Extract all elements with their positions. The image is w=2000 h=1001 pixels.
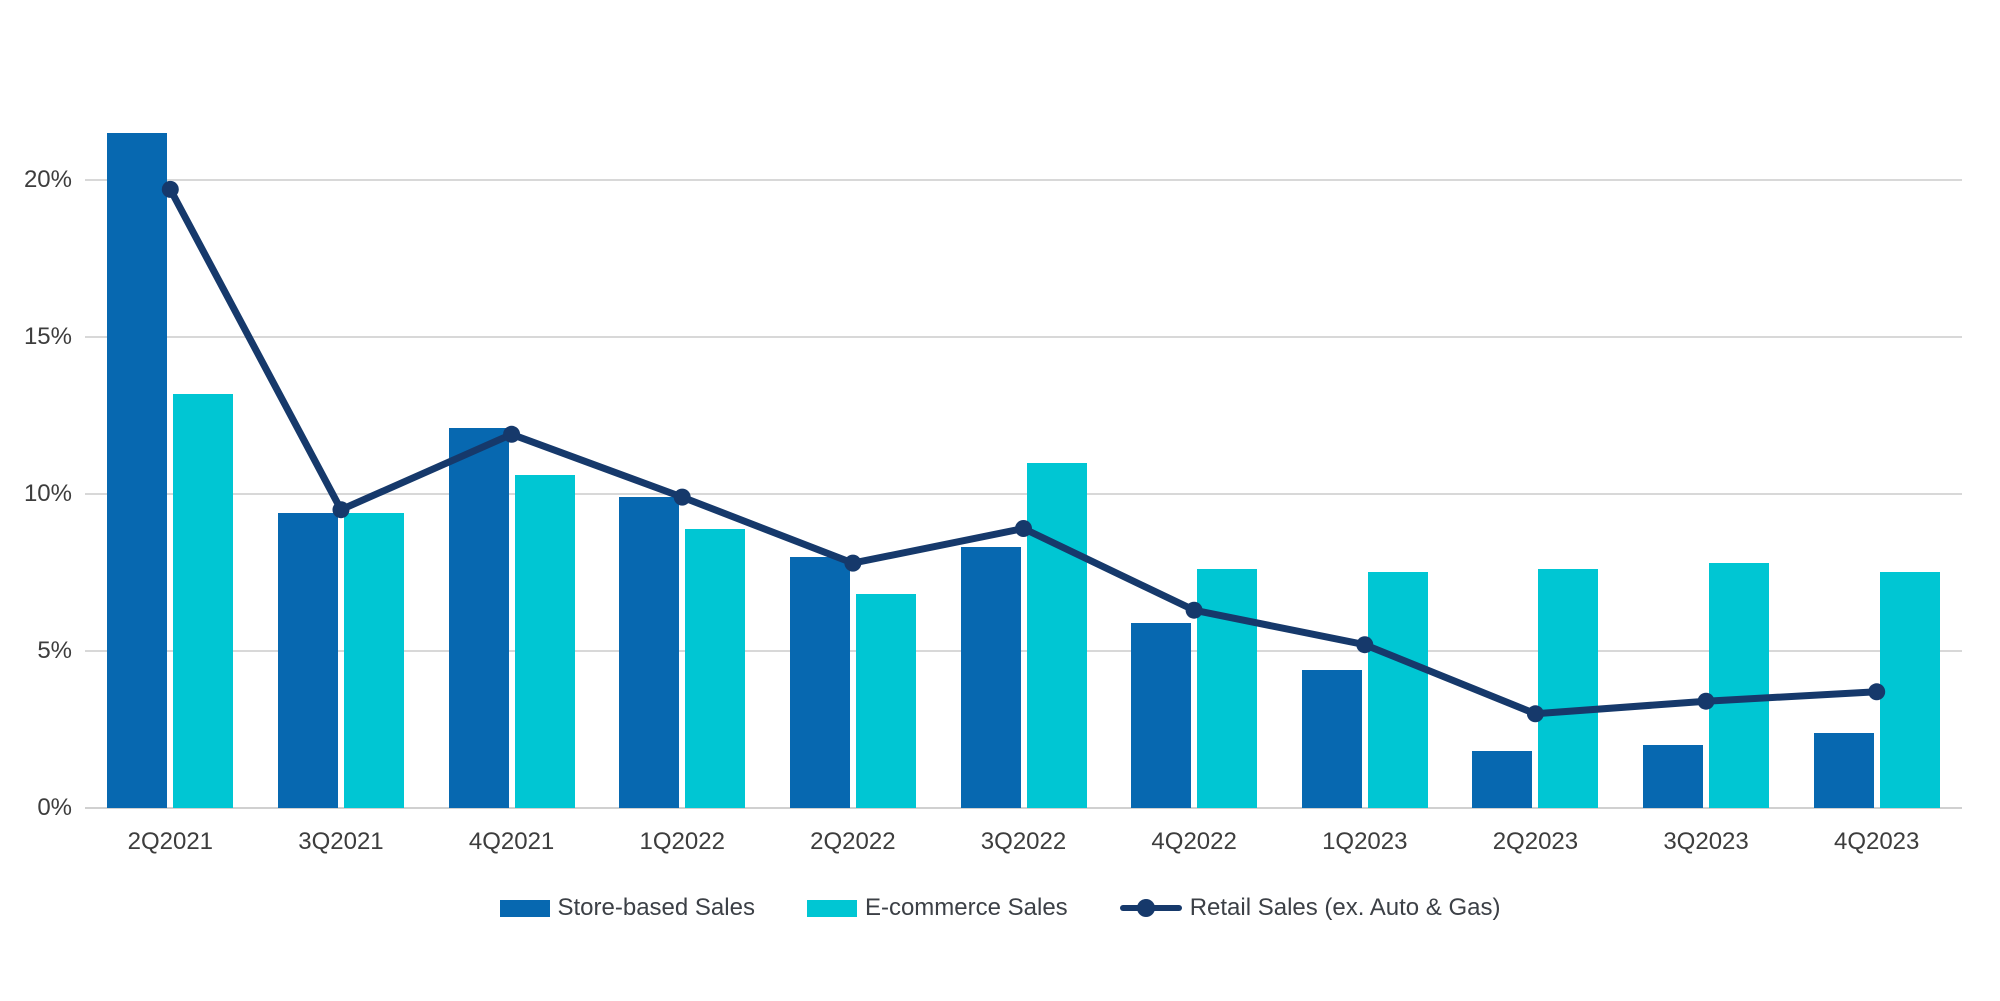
legend-label-ecommerce-sales: E-commerce Sales	[864, 894, 1068, 921]
x-axis-tick-label-4Q2023: 4Q2023	[1833, 828, 1920, 855]
retail-sales-line-dot-icon	[1136, 899, 1155, 917]
retail-sales-point-1Q2023	[1356, 636, 1374, 654]
ecommerce-sales-bar-3Q2023	[1709, 563, 1769, 808]
x-axis-tick-label-1Q2023: 1Q2023	[1322, 828, 1408, 855]
x-axis-tick-label-3Q2022: 3Q2022	[980, 828, 1067, 855]
ecommerce-sales-bar-2Q2023	[1538, 569, 1598, 808]
retail-sales-line-series	[161, 180, 1886, 723]
ecommerce-sales-bar-2Q2021	[173, 394, 233, 808]
y-axis-tick-label: 5%	[37, 637, 72, 664]
ecommerce-sales-bar-3Q2022	[1027, 463, 1087, 808]
retail-sales-point-2Q2021	[161, 180, 179, 198]
y-axis-tick-label: 15%	[23, 323, 72, 350]
x-axis-tick-label-4Q2022: 4Q2022	[1151, 828, 1237, 855]
retail-sales-point-4Q2021	[503, 425, 521, 443]
retail-sales-point-3Q2022	[1015, 520, 1032, 537]
retail-sales-point-2Q2023	[1526, 705, 1544, 723]
store-based-sales-bar-1Q2022	[619, 497, 679, 808]
ecommerce-sales-bar-1Q2022	[685, 529, 745, 808]
plot-area	[85, 110, 1962, 809]
legend: Store-based Sales E-commerce Sales Retai…	[0, 894, 2000, 922]
ecommerce-sales-bar-4Q2022	[1197, 569, 1257, 808]
retail-sales-point-4Q2022	[1185, 601, 1203, 619]
gridline	[85, 650, 1962, 652]
x-axis-tick-label-2Q2023: 2Q2023	[1492, 828, 1579, 855]
x-axis-tick-label-1Q2022: 1Q2022	[639, 828, 725, 855]
ecommerce-sales-bar-4Q2023	[1880, 572, 1940, 808]
ecommerce-sales-bar-4Q2021	[515, 475, 575, 808]
ecommerce-sales-bar-2Q2022	[856, 594, 916, 808]
ecommerce-sales-bar-3Q2021	[344, 513, 404, 808]
y-axis-tick-label: 10%	[23, 480, 72, 507]
store-based-sales-bar-4Q2022	[1131, 623, 1191, 808]
retail-sales-point-2Q2022	[844, 554, 862, 572]
ecommerce-sales-swatch-icon	[806, 899, 857, 917]
store-based-sales-bar-3Q2021	[278, 513, 338, 808]
retail-sales-point-3Q2021	[332, 501, 350, 519]
store-based-sales-bar-2Q2023	[1472, 751, 1532, 808]
gridline	[85, 336, 1962, 338]
store-based-sales-bar-4Q2021	[449, 428, 509, 808]
retail-sales-line-icon	[1119, 899, 1182, 917]
store-based-sales-bar-3Q2022	[961, 547, 1021, 808]
legend-label-retail-sales: Retail Sales (ex. Auto & Gas)	[1189, 894, 1501, 921]
legend-item-store-based-sales: Store-based Sales	[499, 894, 755, 922]
retail-sales-point-3Q2023	[1697, 692, 1715, 710]
ecommerce-sales-bar-1Q2023	[1368, 572, 1428, 808]
retail-sales-point-4Q2023	[1868, 683, 1886, 701]
store-based-sales-bar-2Q2021	[107, 133, 167, 808]
store-based-sales-bar-1Q2023	[1302, 670, 1362, 808]
gridline	[85, 179, 1962, 181]
y-axis-tick-label: 0%	[37, 794, 72, 821]
store-based-sales-swatch-icon	[499, 899, 550, 917]
store-based-sales-bar-3Q2023	[1643, 745, 1703, 808]
y-axis-tick-label: 20%	[23, 166, 72, 193]
x-axis-line	[85, 807, 1962, 809]
gridline	[85, 493, 1962, 495]
x-axis-tick-label-2Q2021: 2Q2021	[127, 828, 214, 855]
retail-sales-line	[166, 185, 1881, 718]
x-axis-tick-label-2Q2022: 2Q2022	[810, 828, 896, 855]
legend-item-retail-sales: Retail Sales (ex. Auto & Gas)	[1119, 894, 1501, 922]
retail-sales-point-1Q2022	[673, 488, 691, 506]
legend-label-store-based-sales: Store-based Sales	[557, 894, 755, 921]
x-axis-tick-label-3Q2021: 3Q2021	[298, 828, 384, 855]
x-axis-tick-label-4Q2021: 4Q2021	[468, 828, 555, 855]
legend-item-ecommerce-sales: E-commerce Sales	[806, 894, 1068, 922]
x-axis-tick-label-3Q2023: 3Q2023	[1663, 828, 1749, 855]
store-based-sales-bar-2Q2022	[790, 557, 850, 808]
store-based-sales-bar-4Q2023	[1814, 733, 1874, 808]
